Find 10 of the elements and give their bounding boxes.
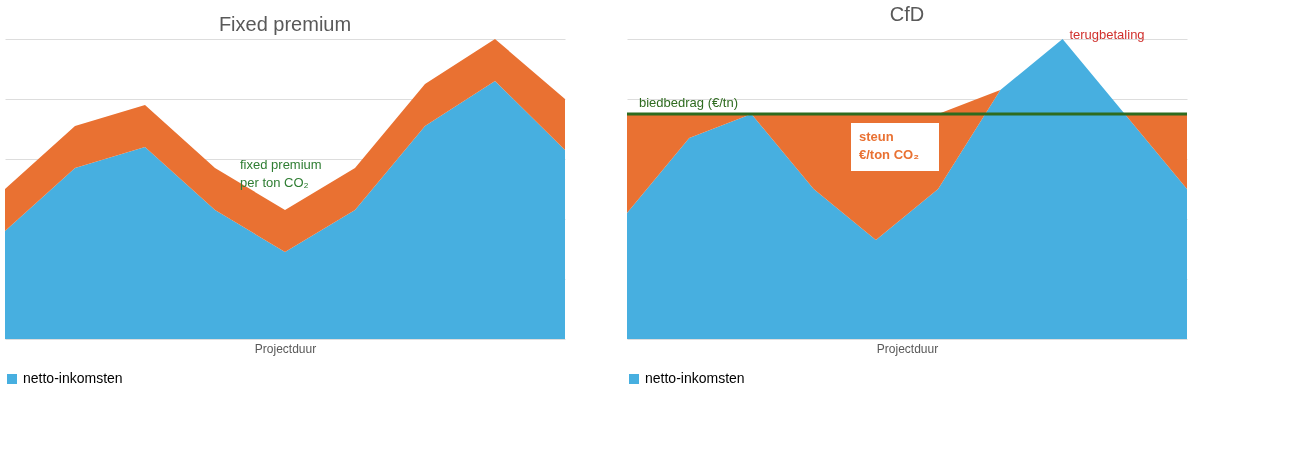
- annotation: terugbetaling: [1069, 27, 1145, 42]
- legend-label: netto-inkomsten: [23, 370, 123, 386]
- chart-title: Fixed premium: [218, 13, 352, 35]
- x-axis-title: Projectduur: [876, 341, 939, 356]
- chart-title: CfD: [889, 3, 925, 25]
- x-axis-title: Projectduur: [254, 341, 317, 356]
- annotation: fixed premium per ton CO₂: [240, 157, 322, 190]
- legend-label: netto-inkomsten: [645, 370, 745, 386]
- ref-line-label: biedbedrag (€/tn): [639, 95, 739, 110]
- annotation: steun €/ton CO₂: [859, 129, 920, 162]
